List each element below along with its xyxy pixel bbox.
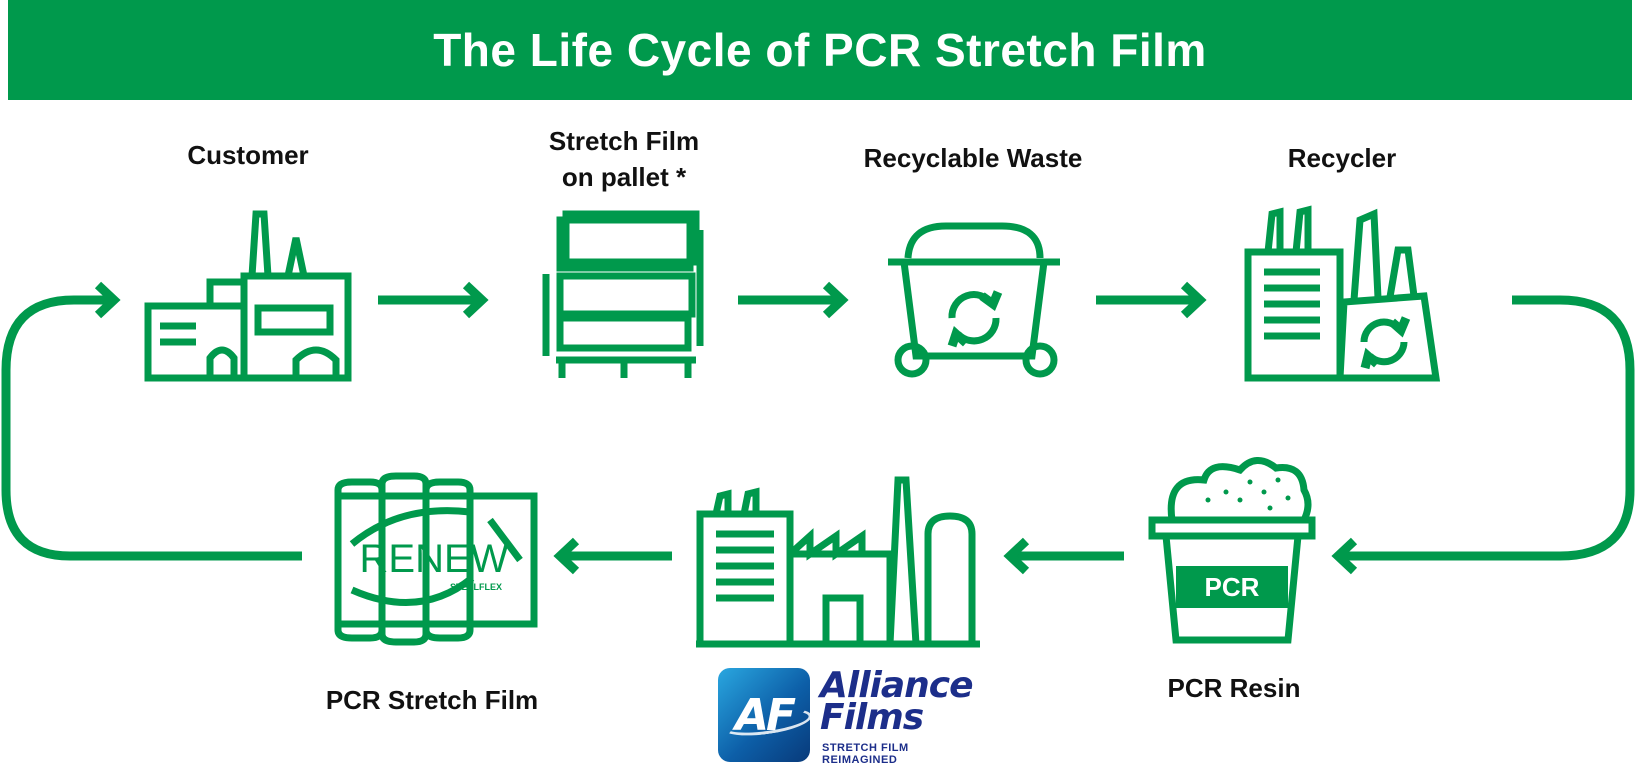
logo-name-line2: Films — [820, 697, 924, 738]
step-label-pcr-stretch-film: PCR Stretch Film — [325, 685, 539, 715]
step-label-stretch-film-line2: on pallet * — [561, 162, 687, 192]
stretch-film-pallet-icon — [542, 210, 704, 378]
flow-arrow-factory-to-pcr-film — [553, 537, 672, 575]
alliance-films-logo: AF Alliance Films STRETCH FILM REIMAGINE… — [718, 665, 982, 766]
step-label-stretch-film-line1: Stretch Film — [548, 126, 700, 156]
renew-sub-text: STEELFLEX — [450, 582, 502, 592]
logo-badge: AF — [718, 668, 814, 762]
step-label-customer: Customer — [187, 140, 309, 170]
pcr-badge-text: PCR — [1205, 572, 1260, 602]
logo-name: Alliance Films — [820, 665, 974, 738]
flow-arrow-resin-to-factory — [1003, 537, 1124, 575]
step-label-pcr-resin: PCR Resin — [1167, 673, 1301, 703]
logo-name-line1: Alliance — [820, 665, 974, 706]
title-banner — [8, 0, 1632, 100]
logo-tagline: STRETCH FILM REIMAGINED — [822, 742, 909, 766]
step-label-recycler: Recycler — [1287, 143, 1397, 173]
recycler-plant-icon — [1244, 205, 1441, 382]
flow-arrow-recycler-to-resin — [1331, 295, 1635, 575]
flow-arrow-customer-to-film — [378, 281, 489, 319]
pcr-resin-bucket-icon — [1148, 457, 1316, 644]
step-label-recyclable-waste: Recyclable Waste — [863, 143, 1083, 173]
flow-arrow-waste-to-recycler — [1096, 281, 1207, 319]
waste-bin-icon — [888, 222, 1060, 378]
renew-brand-text: RENEW — [360, 537, 509, 581]
pcr-stretch-film-rolls-icon: RENEW STEELFLEX — [334, 472, 538, 646]
manufacturing-factory-icon — [696, 476, 980, 648]
page-title: The Life Cycle of PCR Stretch Film — [433, 24, 1207, 76]
flow-arrow-pcr-film-to-customer — [1, 281, 302, 561]
logo-initials: AF — [734, 690, 796, 741]
flow-arrow-film-to-waste — [738, 281, 849, 319]
customer-factory-icon — [144, 210, 352, 382]
